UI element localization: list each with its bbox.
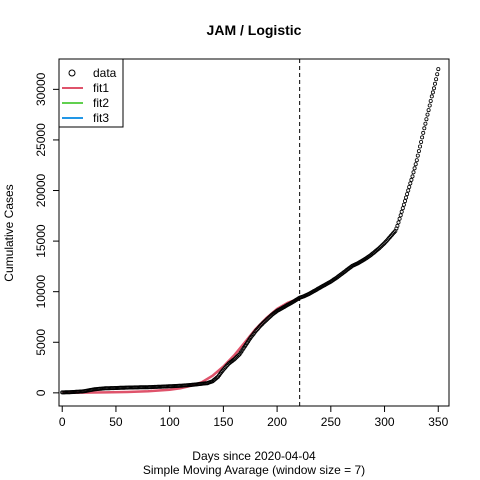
data-point	[411, 170, 416, 175]
y-tick-label: 25000	[34, 123, 48, 157]
data-point	[435, 72, 440, 77]
data-point	[398, 213, 403, 218]
data-point	[426, 108, 431, 113]
x-tick-label: 50	[109, 415, 123, 429]
data-point	[421, 130, 426, 135]
data-point	[417, 144, 422, 149]
data-point	[377, 246, 382, 251]
data-point	[396, 220, 401, 225]
data-point	[429, 94, 434, 99]
data-point	[410, 174, 415, 179]
data-point	[407, 184, 412, 189]
data-point	[399, 209, 404, 214]
data-point	[403, 195, 408, 200]
data-point	[432, 81, 437, 86]
legend-label-fit1: fit1	[93, 81, 109, 95]
x-tick-label: 100	[160, 415, 180, 429]
data-point	[428, 99, 433, 104]
data-point	[423, 121, 428, 126]
x-tick-label: 0	[59, 415, 66, 429]
data-point	[401, 202, 406, 207]
data-point	[264, 317, 269, 322]
x-tick-label: 300	[375, 415, 395, 429]
data-point	[397, 216, 402, 221]
x-tick-label: 350	[428, 415, 448, 429]
data-point	[434, 77, 439, 82]
data-point	[405, 192, 410, 197]
data-point	[381, 242, 386, 247]
legend-label-fit2: fit2	[93, 96, 109, 110]
data-point	[412, 166, 417, 171]
data-point	[431, 86, 436, 91]
legend-label-data: data	[93, 66, 117, 80]
x-axis-sublabel: Simple Moving Avarage (window size = 7)	[143, 463, 365, 477]
data-point	[408, 181, 413, 186]
legend-label-fit3: fit3	[93, 111, 109, 125]
data-point	[413, 162, 418, 167]
data-point	[402, 199, 407, 204]
data-points	[60, 67, 441, 395]
x-tick-label: 250	[321, 415, 341, 429]
legend-box	[58, 58, 124, 128]
data-point	[436, 67, 441, 72]
x-axis-label: Days since 2020-04-04	[192, 449, 316, 463]
data-point	[415, 153, 420, 158]
x-tick-label: 150	[213, 415, 233, 429]
data-point	[430, 90, 435, 95]
data-point	[425, 112, 430, 117]
x-axis: 0 50 100 150 200 250 300 350	[59, 405, 449, 429]
data-point	[419, 139, 424, 144]
data-point	[233, 356, 238, 361]
data-point	[400, 206, 405, 211]
data-point	[416, 149, 421, 154]
data-point	[379, 244, 384, 249]
y-tick-label: 15000	[34, 224, 48, 258]
y-tick-label: 0	[34, 389, 48, 396]
data-point	[422, 126, 427, 131]
y-tick-label: 10000	[34, 275, 48, 309]
x-tick-label: 200	[267, 415, 287, 429]
chart-title: JAM / Logistic	[207, 22, 302, 38]
y-tick-label: 30000	[34, 72, 48, 106]
y-axis: 0 5000 10000 15000 20000 25000 30000	[34, 72, 60, 396]
data-point	[414, 158, 419, 163]
legend-symbol-data	[68, 69, 76, 77]
data-point	[395, 223, 400, 228]
y-axis-label: Cumulative Cases	[2, 184, 16, 281]
data-point	[234, 355, 239, 360]
data-point	[409, 177, 414, 182]
y-tick-label: 20000	[34, 174, 48, 208]
data-point	[420, 135, 425, 140]
y-tick-label: 5000	[34, 329, 48, 356]
data-point	[406, 188, 411, 193]
data-point	[427, 103, 432, 108]
data-point	[424, 117, 429, 122]
